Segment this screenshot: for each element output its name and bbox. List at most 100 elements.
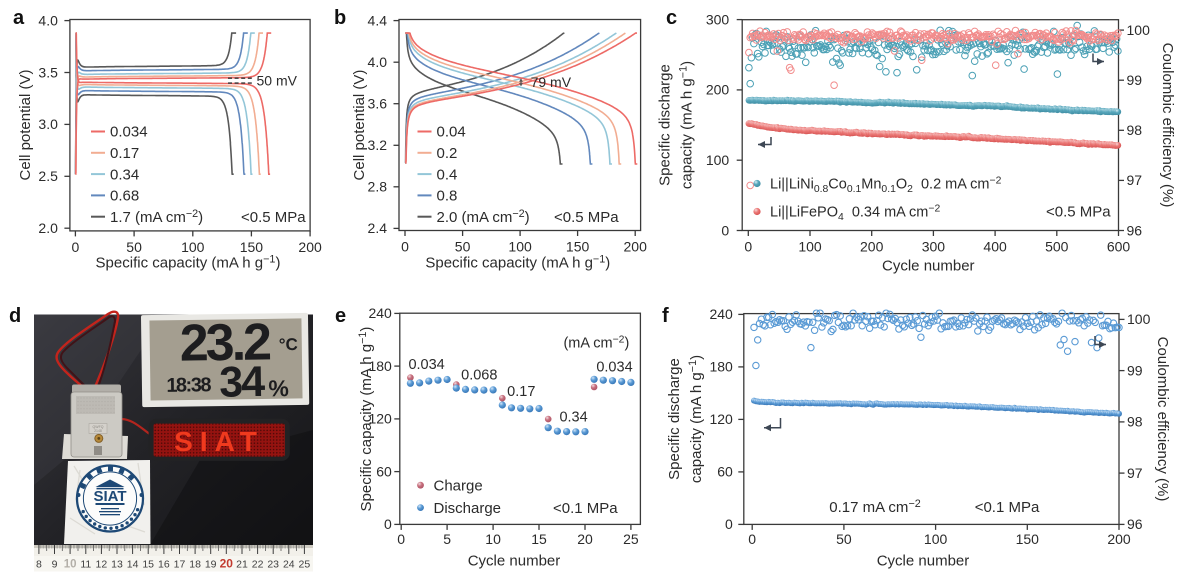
svg-text:240: 240 [368, 305, 392, 321]
svg-text:20: 20 [577, 531, 593, 547]
svg-text:18:38: 18:38 [166, 374, 211, 397]
svg-text:50: 50 [455, 239, 471, 255]
svg-text:14: 14 [127, 559, 139, 571]
svg-text:24: 24 [283, 559, 295, 571]
svg-text:SIAT: SIAT [174, 426, 264, 457]
svg-text:a: a [13, 7, 25, 29]
svg-text:0: 0 [72, 239, 80, 255]
svg-text:240: 240 [709, 306, 733, 322]
svg-text:12: 12 [96, 559, 108, 571]
svg-text:f: f [662, 305, 669, 327]
svg-text:0.34: 0.34 [110, 166, 139, 183]
svg-text:150: 150 [1016, 531, 1040, 547]
svg-text:23: 23 [267, 559, 279, 571]
svg-text:13: 13 [111, 559, 123, 571]
svg-text:Cycle number: Cycle number [882, 257, 975, 274]
svg-text:0.068: 0.068 [461, 368, 497, 384]
svg-text:2.0: 2.0 [38, 220, 58, 236]
svg-text:0: 0 [721, 222, 729, 238]
svg-text:3.0: 3.0 [38, 116, 58, 132]
svg-text:3.6: 3.6 [368, 96, 388, 112]
svg-text:5: 5 [443, 531, 451, 547]
svg-text:SIAT: SIAT [93, 488, 126, 505]
svg-text:23.2: 23.2 [179, 313, 270, 372]
svg-text:2.5: 2.5 [38, 168, 58, 184]
svg-text:(mA cm−2): (mA cm−2) [563, 335, 629, 352]
svg-text:150: 150 [240, 239, 264, 255]
svg-text:Discharge: Discharge [434, 500, 502, 517]
svg-text:2.8: 2.8 [368, 179, 388, 195]
svg-text:<0.5 MPa: <0.5 MPa [554, 209, 619, 226]
svg-text:e: e [335, 305, 346, 327]
svg-text:<0.1 MPa: <0.1 MPa [553, 500, 618, 517]
svg-text:10: 10 [485, 531, 501, 547]
svg-text:97: 97 [1127, 465, 1143, 481]
svg-text:50: 50 [126, 239, 142, 255]
svg-text:96: 96 [1127, 222, 1143, 238]
svg-text:98: 98 [1127, 122, 1143, 138]
svg-text:°C: °C [279, 335, 298, 354]
svg-text:8: 8 [36, 559, 42, 571]
svg-text:100: 100 [1127, 311, 1151, 327]
svg-text:97: 97 [1127, 172, 1143, 188]
svg-text:100: 100 [181, 239, 205, 255]
svg-text:150: 150 [566, 239, 590, 255]
svg-text:0.4: 0.4 [437, 166, 458, 183]
svg-text:18: 18 [189, 559, 201, 571]
svg-text:200: 200 [860, 239, 884, 255]
svg-text:0.034: 0.034 [408, 357, 444, 373]
svg-text:Coulombic efficiency (%): Coulombic efficiency (%) [1154, 337, 1171, 502]
svg-text:9: 9 [52, 559, 58, 571]
svg-text:100: 100 [1127, 22, 1151, 38]
svg-text:2.4: 2.4 [368, 220, 388, 236]
svg-text:100: 100 [798, 239, 822, 255]
svg-text:Specific capacity (mA h g−1): Specific capacity (mA h g−1) [425, 254, 610, 272]
svg-text:200: 200 [624, 239, 648, 255]
svg-text:50: 50 [836, 531, 852, 547]
svg-text:22: 22 [252, 559, 264, 571]
svg-text:QWFQ: QWFQ [93, 425, 104, 429]
svg-text:1.7 (mA cm−2): 1.7 (mA cm−2) [110, 208, 203, 226]
svg-text:0: 0 [384, 516, 392, 532]
svg-text:<0.5 MPa: <0.5 MPa [241, 209, 306, 226]
svg-text:60: 60 [376, 463, 392, 479]
svg-text:capacity (mA h g−1): capacity (mA h g−1) [678, 61, 696, 189]
svg-text:17: 17 [174, 559, 186, 571]
svg-text:180: 180 [368, 358, 392, 374]
svg-text:10: 10 [64, 559, 77, 571]
svg-text:0.68: 0.68 [110, 188, 139, 205]
svg-text:Cell potential (V): Cell potential (V) [17, 70, 34, 181]
svg-text:0.034: 0.034 [596, 360, 632, 376]
svg-text:11: 11 [80, 559, 91, 571]
svg-text:%: % [268, 375, 289, 401]
svg-text:120: 120 [709, 411, 733, 427]
svg-text:Coulombic efficiency (%): Coulombic efficiency (%) [1159, 43, 1176, 208]
svg-text:96: 96 [1127, 516, 1143, 532]
svg-text:Li||LiNi0.8Co0.1Mn0.1O2 0.2 m: Li||LiNi0.8Co0.1Mn0.1O2 0.2 mA cm−2 [770, 176, 1002, 196]
svg-text:0.034: 0.034 [110, 124, 148, 141]
svg-text:Specific discharge: Specific discharge [666, 358, 683, 480]
svg-text:25: 25 [623, 531, 639, 547]
svg-text:79 mV: 79 mV [531, 74, 572, 90]
svg-text:500: 500 [1045, 239, 1069, 255]
svg-text:0: 0 [397, 531, 405, 547]
svg-text:Cycle number: Cycle number [468, 552, 561, 569]
svg-text:c: c [666, 7, 677, 29]
svg-text:2148: 2148 [94, 429, 102, 433]
svg-text:99: 99 [1127, 72, 1143, 88]
svg-text:600: 600 [1107, 239, 1131, 255]
svg-text:300: 300 [922, 239, 946, 255]
svg-text:0.17: 0.17 [110, 145, 139, 162]
svg-text:Charge: Charge [434, 477, 483, 494]
svg-text:99: 99 [1127, 362, 1143, 378]
svg-text:4.0: 4.0 [368, 54, 388, 70]
svg-text:0: 0 [744, 239, 752, 255]
svg-text:15: 15 [142, 559, 154, 571]
svg-text:Specific capacity (mA h g−1): Specific capacity (mA h g−1) [357, 327, 375, 512]
svg-text:0: 0 [401, 239, 409, 255]
svg-text:4.0: 4.0 [38, 12, 58, 28]
svg-text:<0.5 MPa: <0.5 MPa [1046, 204, 1111, 221]
svg-text:200: 200 [706, 82, 730, 98]
svg-text:100: 100 [924, 531, 948, 547]
svg-text:0: 0 [748, 531, 756, 547]
